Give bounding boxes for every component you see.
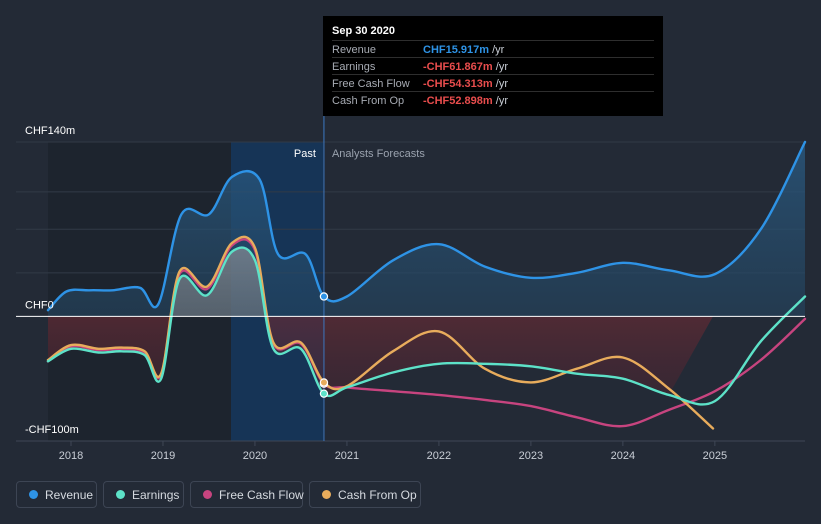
tooltip-value: -CHF54.313m /yr [423, 78, 508, 90]
tooltip-label: Earnings [332, 61, 376, 73]
legend-dot-icon [29, 490, 38, 499]
y-tick-label: CHF140m [25, 125, 75, 137]
tooltip-value-text: CHF15.917m [423, 44, 490, 56]
legend-dot-icon [203, 490, 212, 499]
marker-cash-from-op [319, 378, 329, 387]
series-lines [46, 140, 807, 430]
past-label: Past [294, 148, 316, 160]
legend-label: Cash From Op [338, 488, 417, 502]
tooltip-row-free-cash-flow: Free Cash Flow -CHF54.313m /yr [332, 74, 654, 92]
tooltip-row-cash-from-op: Cash From Op -CHF52.898m /yr [332, 91, 654, 109]
x-tick-label: 2022 [427, 450, 451, 462]
tooltip-row-revenue: Revenue CHF15.917m /yr [332, 40, 654, 58]
x-axis: 2018 2019 2020 2021 2022 2023 2024 2025 [59, 441, 727, 462]
x-tick-label: 2025 [703, 450, 727, 462]
legend-item-revenue[interactable]: Revenue [16, 481, 97, 508]
tooltip-label: Free Cash Flow [332, 78, 410, 90]
y-tick-label: CHF0 [25, 299, 54, 311]
legend-item-cash-from-op[interactable]: Cash From Op [309, 481, 421, 508]
x-tick-label: 2023 [519, 450, 543, 462]
tooltip-value-text: -CHF52.898m [423, 95, 493, 107]
tooltip-label: Cash From Op [332, 95, 405, 107]
tooltip-label: Revenue [332, 44, 377, 56]
tooltip-value: CHF15.917m /yr [423, 44, 504, 56]
series-line-earnings [46, 246, 807, 406]
legend-label: Revenue [45, 488, 94, 502]
area-fills [48, 142, 805, 396]
tooltip-value: -CHF61.867m /yr [423, 61, 508, 73]
tooltip-value-text: -CHF61.867m [423, 61, 493, 73]
tooltip-markers [319, 292, 329, 398]
tooltip-value: -CHF52.898m /yr [423, 95, 508, 107]
earnings-positive-area [171, 247, 266, 317]
legend-item-free-cash-flow[interactable]: Free Cash Flow [190, 481, 304, 508]
series-line-revenue [46, 140, 807, 312]
x-tick-label: 2021 [335, 450, 359, 462]
tooltip-row-earnings: Earnings -CHF61.867m /yr [332, 57, 654, 75]
x-tick-label: 2024 [611, 450, 635, 462]
legend-dot-icon [322, 490, 331, 499]
tooltip-unit: /yr [495, 78, 508, 90]
legend-item-earnings[interactable]: Earnings [103, 481, 184, 508]
legend-label: Free Cash Flow [219, 488, 304, 502]
earnings-negative-area [48, 316, 714, 396]
series-line-cash-from-op [46, 235, 715, 430]
tooltip-date: Sep 30 2020 [332, 25, 395, 37]
y-tick-label: -CHF100m [25, 424, 79, 436]
legend-dot-icon [116, 490, 125, 499]
tooltip-unit: /yr [495, 61, 508, 73]
legend-label: Earnings [132, 488, 180, 502]
tooltip-unit: /yr [492, 44, 505, 56]
marker-revenue [319, 292, 329, 301]
forecast-label: Analysts Forecasts [332, 148, 425, 160]
x-tick-label: 2020 [243, 450, 267, 462]
tooltip: Sep 30 2020 Revenue CHF15.917m /yr Earni… [323, 16, 663, 116]
tooltip-unit: /yr [495, 95, 508, 107]
marker-earnings [319, 389, 329, 398]
tooltip-value-text: -CHF54.313m [423, 78, 493, 90]
x-tick-label: 2019 [151, 450, 175, 462]
x-tick-label: 2018 [59, 450, 83, 462]
